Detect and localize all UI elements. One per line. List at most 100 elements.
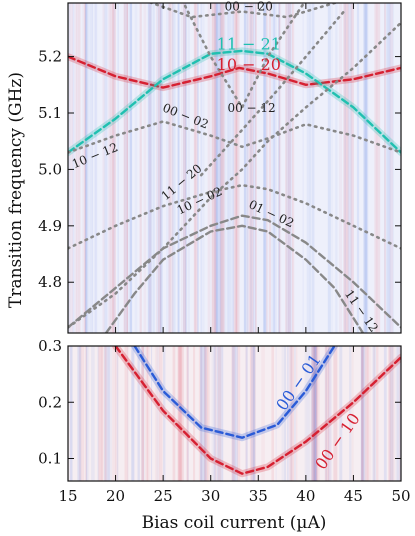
noise-column [376, 346, 378, 481]
noise-column [198, 346, 203, 481]
x-tick-label: 45 [344, 487, 363, 505]
noise-column [314, 346, 318, 481]
noise-column [289, 346, 293, 481]
noise-column [222, 3, 224, 333]
y-axis-label: Transition frequency (GHz) [6, 72, 26, 308]
noise-column [86, 3, 89, 333]
noise-column [392, 346, 394, 481]
noise-column [245, 346, 248, 481]
noise-column [327, 3, 331, 333]
noise-column [294, 346, 296, 481]
noise-column [124, 3, 129, 333]
y-tick-label: 0.1 [38, 450, 62, 468]
noise-column [287, 3, 292, 333]
noise-column [178, 346, 181, 481]
noise-column [183, 3, 187, 333]
bottom-frame [67, 345, 402, 482]
y-tick-label: 5.2 [38, 48, 62, 66]
noise-column [384, 3, 386, 333]
noise-column [249, 346, 254, 481]
noise-column [102, 3, 105, 333]
noise-column [306, 3, 310, 333]
noise-column [331, 3, 333, 333]
noise-column [261, 346, 265, 481]
series-label-3: 00 − 12 [227, 101, 275, 115]
noise-column [361, 346, 365, 481]
noise-column [243, 3, 248, 333]
noise-column [124, 3, 126, 333]
noise-column [246, 346, 248, 481]
noise-column [98, 346, 102, 481]
noise-column [178, 3, 180, 333]
noise-column [383, 346, 387, 481]
noise-column [294, 346, 297, 481]
noise-column [203, 346, 207, 481]
noise-column [77, 346, 81, 481]
x-tick-label: 50 [391, 487, 410, 505]
noise-column [391, 346, 395, 481]
noise-column [373, 346, 375, 481]
noise-column [214, 3, 216, 333]
noise-column [243, 3, 247, 333]
noise-column [77, 3, 81, 333]
series-line-2 [68, 120, 401, 154]
noise-column [142, 346, 144, 481]
series-label-2: 10 − 20 [217, 55, 281, 74]
noise-column [204, 346, 207, 481]
noise-column [365, 346, 369, 481]
x-tick-label: 25 [154, 487, 173, 505]
noise-column [312, 346, 316, 481]
noise-column [185, 3, 188, 333]
noise-column [274, 3, 276, 333]
series-line-7 [182, 3, 306, 109]
noise-column [263, 3, 267, 333]
noise-column [105, 3, 108, 333]
series-line-1 [68, 49, 401, 154]
noise-column [245, 346, 248, 481]
noise-column [214, 3, 218, 333]
noise-column [361, 346, 364, 481]
noise-column [399, 346, 401, 481]
noise-column [110, 3, 114, 333]
noise-column [328, 346, 331, 481]
series-line-4 [104, 224, 365, 333]
noise-column [158, 3, 162, 333]
noise-column [288, 3, 291, 333]
noise-column [69, 346, 72, 481]
noise-column [85, 346, 90, 481]
noise-column [214, 3, 217, 333]
noise-column [333, 346, 338, 481]
noise-column [97, 346, 99, 481]
noise-column [246, 3, 251, 333]
noise-column [193, 3, 198, 333]
noise-column [180, 346, 182, 481]
noise-column [215, 3, 219, 333]
series-line-3 [68, 214, 401, 329]
noise-column [123, 3, 125, 333]
noise-column [312, 346, 317, 481]
noise-column [347, 3, 352, 333]
noise-column [124, 3, 128, 333]
series-label-1: 11 − 21 [217, 34, 281, 53]
noise-column [364, 3, 368, 333]
noise-column [313, 346, 317, 481]
noise-column [85, 346, 88, 481]
series-line-9 [148, 3, 340, 19]
noise-column [344, 3, 348, 333]
noise-column [310, 346, 313, 481]
noise-column [158, 346, 163, 481]
noise-column [202, 346, 206, 481]
noise-column [266, 3, 268, 333]
noise-column [389, 346, 393, 481]
noise-column [387, 3, 390, 333]
noise-column [344, 3, 346, 333]
noise-column [217, 346, 222, 481]
noise-column [148, 3, 152, 333]
noise-column [147, 3, 152, 333]
noise-column [389, 346, 394, 481]
noise-column [316, 346, 319, 481]
y-tick-label: 4.9 [38, 217, 62, 235]
noise-column [155, 3, 158, 333]
noise-column [214, 346, 217, 481]
